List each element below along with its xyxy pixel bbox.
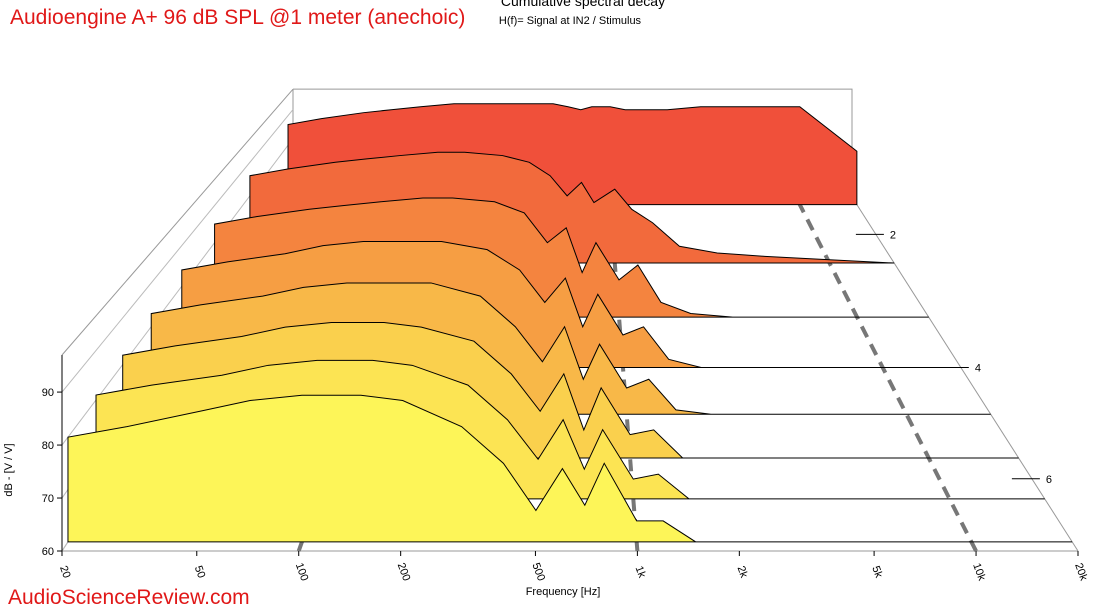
- x-tick-label: 500: [529, 561, 547, 582]
- left-wall: [61, 88, 294, 356]
- x-tick-label: 2k: [735, 564, 750, 579]
- watermark: AudioScienceReview.com: [8, 586, 250, 607]
- y-tick-label: 80: [42, 440, 54, 452]
- x-tick-label: 20k: [1072, 562, 1090, 583]
- z-tick-label: 6: [1046, 474, 1052, 486]
- x-tick-label: 50: [192, 564, 207, 580]
- chart-subtitle: H(f)= Signal at IN2 / Stimulus: [499, 15, 642, 27]
- x-axis-label: Frequency [Hz]: [526, 586, 601, 598]
- annotation: Audioengine A+ 96 dB SPL @1 meter (anech…: [10, 6, 465, 29]
- x-tick-label: 10k: [970, 562, 988, 583]
- y-tick-label: 90: [42, 387, 54, 399]
- y-tick-label: 70: [42, 493, 54, 505]
- grid-line: [794, 196, 978, 552]
- z-tick-label: 2: [890, 229, 896, 241]
- x-tick-label: 100: [293, 561, 311, 582]
- right-wall: [851, 196, 1079, 552]
- x-tick-label: 200: [395, 561, 413, 582]
- x-tick-label: 5k: [869, 564, 884, 579]
- spectral-slice: [67, 394, 1073, 543]
- z-tick-label: 4: [975, 362, 981, 374]
- grid-line: [61, 109, 294, 393]
- y-tick-label: 60: [42, 546, 54, 558]
- chart-title: Cumulative spectral decay: [501, 0, 665, 9]
- y-axis-label: dB - [V / V]: [3, 443, 15, 496]
- x-tick-label: 20: [57, 564, 72, 580]
- x-tick-label: 1k: [633, 564, 648, 579]
